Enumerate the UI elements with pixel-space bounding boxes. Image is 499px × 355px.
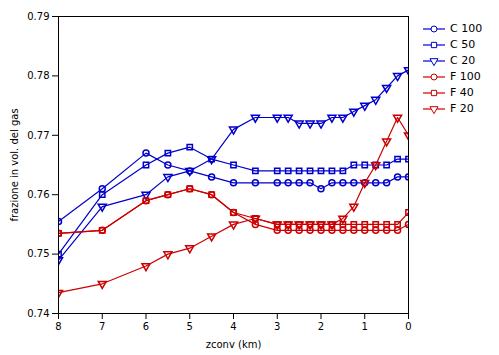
- svg-text:8: 8: [55, 321, 61, 332]
- svg-text:0.75: 0.75: [27, 248, 49, 259]
- html-text:C 100: C 100: [450, 22, 483, 35]
- svg-text:0.79: 0.79: [27, 11, 49, 22]
- html-text:F 40: F 40: [450, 86, 474, 99]
- svg-text:6: 6: [143, 321, 149, 332]
- html-text:F 100: F 100: [450, 70, 481, 83]
- html-text:C 50: C 50: [450, 38, 476, 51]
- svg-text:2: 2: [318, 321, 324, 332]
- svg-text:1: 1: [362, 321, 368, 332]
- svg-text:0.76: 0.76: [27, 189, 49, 200]
- svg-text:frazione in vol. del gas: frazione in vol. del gas: [9, 108, 20, 221]
- svg-text:zconv (km): zconv (km): [206, 339, 262, 350]
- svg-text:0.77: 0.77: [27, 130, 49, 141]
- svg-text:0.74: 0.74: [27, 308, 49, 319]
- svg-text:3: 3: [274, 321, 280, 332]
- svg-text:0: 0: [405, 321, 411, 332]
- svg-text:5: 5: [187, 321, 193, 332]
- svg-text:4: 4: [230, 321, 236, 332]
- svg-text:0.78: 0.78: [27, 70, 49, 81]
- html-text:F 20: F 20: [450, 102, 474, 115]
- svg-text:7: 7: [99, 321, 105, 332]
- html-text:C 20: C 20: [450, 54, 476, 67]
